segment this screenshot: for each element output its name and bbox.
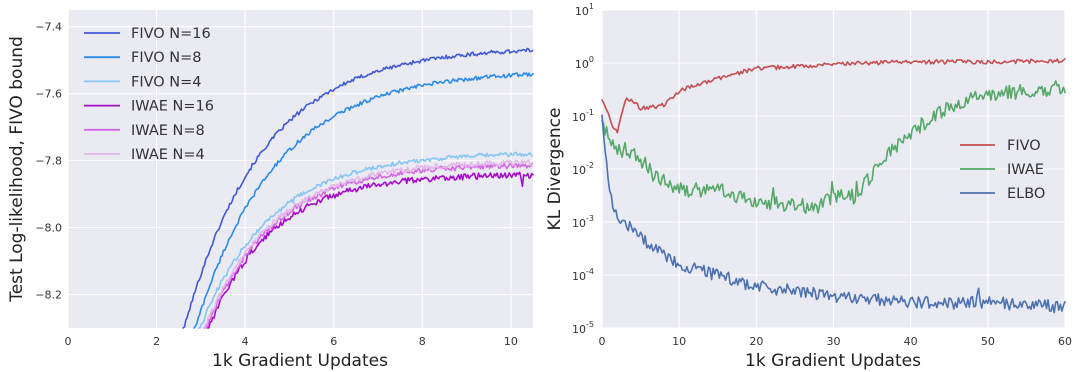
legend-label-iwae: IWAE [1007,162,1044,178]
left-y-tick-labels: −8.2 −8.0 −7.8 −7.6 −7.4 [35,21,62,302]
legend-label-elbo: ELBO [1007,186,1045,202]
legend-label-iwae-n-4: IWAE N=4 [131,147,205,163]
left-x-tick-label: 0 [65,335,72,348]
right-x-tick-label: 30 [827,335,841,348]
series-line-fivo-n-4 [197,151,533,329]
right-y-tick-labels: 10-5 10-4 10-3 10-2 10-1 100 101 [572,2,594,336]
right-x-tick-label: 40 [904,335,918,348]
left-y-tick-label: −7.4 [35,21,62,34]
left-legend: FIVO N=16 FIVO N=8 FIVO N=4 IWAE N=16 IWAE N… [84,26,214,163]
right-y-tick-label: 10-2 [572,161,594,177]
series-line-iwae-n-8 [204,162,533,329]
series-line-fivo [601,58,1066,134]
right-x-tick-labels: 0 10 20 30 40 50 60 [599,335,1073,348]
right-x-tick-label: 50 [981,335,995,348]
right-y-tick-label: 10-1 [572,108,594,124]
left-y-tick-label: −8.0 [35,222,62,235]
left-x-tick-label: 8 [419,335,426,348]
right-x-tick-label: 60 [1058,335,1072,348]
left-x-tick-label: 4 [242,335,249,348]
right-y-axis-label: KL Divergence [545,108,565,231]
right-y-tick-label: 101 [575,2,594,18]
right-x-axis-label: 1k Gradient Updates [745,351,921,371]
series-line-iwae [601,80,1066,214]
legend-label-fivo: FIVO [1007,138,1041,154]
left-panel: 0 2 4 6 8 10 −8.2 −8.0 −7.8 −7.6 −7.4 1k Gradient… [7,10,534,371]
left-x-tick-label: 2 [153,335,160,348]
right-x-tick-label: 0 [599,335,606,348]
left-y-axis-label: Test Log-likelihood, FIVO bound [7,36,27,303]
right-panel: 0 10 20 30 40 50 60 10-5 10-4 10-3 10-2 10-1 100 101… [545,2,1072,371]
left-x-tick-labels: 0 2 4 6 8 10 [65,335,518,348]
right-y-tick-label: 10-5 [572,320,594,336]
series-line-elbo [601,114,1066,314]
left-x-tick-label: 6 [330,335,337,348]
left-gridlines [67,10,533,328]
legend-label-iwae-n-16: IWAE N=16 [131,99,214,115]
series-line-iwae-n-16 [206,171,534,329]
legend-label-fivo-n-16: FIVO N=16 [131,26,211,42]
right-y-tick-label: 10-4 [572,267,594,283]
left-y-tick-label: −7.6 [35,88,62,101]
series-line-fivo-n-16 [182,47,534,329]
right-y-tick-label: 100 [575,55,594,71]
right-gridlines [601,9,1066,329]
series-line-fivo-n-8 [193,72,534,329]
left-x-tick-label: 10 [504,335,518,348]
right-legend: FIVO IWAE ELBO [960,138,1045,202]
legend-label-fivo-n-8: FIVO N=8 [131,50,202,66]
series-line-iwae-n-4 [202,159,534,329]
legend-label-iwae-n-8: IWAE N=8 [131,123,205,139]
right-x-tick-label: 10 [672,335,686,348]
legend-label-fivo-n-4: FIVO N=4 [131,74,202,90]
right-series-lines [601,58,1066,314]
right-x-tick-label: 20 [749,335,763,348]
left-y-tick-label: −7.8 [35,155,62,168]
right-y-tick-label: 10-3 [572,214,594,230]
left-y-tick-label: −8.2 [35,289,62,302]
left-x-axis-label: 1k Gradient Updates [212,351,388,371]
left-series-lines [182,47,534,329]
